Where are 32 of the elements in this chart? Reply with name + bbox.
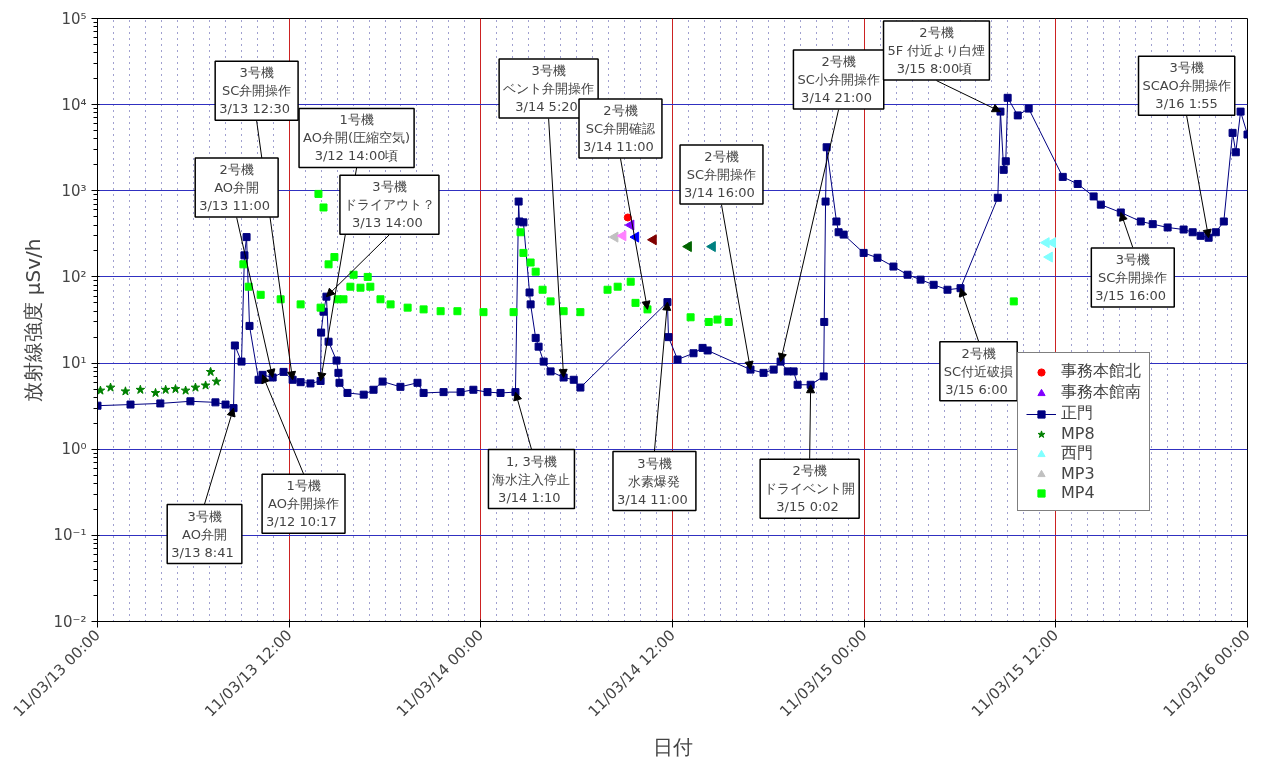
y-tick-label: 10⁻² xyxy=(53,612,87,631)
annotation: 2号機 5F 付近より白煙 3/15 8:00頃 xyxy=(887,25,986,77)
y-tick-label: 10⁵ xyxy=(61,9,87,28)
annotation: 3号機水素爆発 3/14 11:00 xyxy=(616,455,688,507)
legend-label: MP8 xyxy=(1061,424,1095,443)
y-tick-label: 10⁴ xyxy=(61,95,87,114)
legend-label: 事務本館北 xyxy=(1061,361,1141,382)
y-tick-label: 10³ xyxy=(61,181,87,200)
legend-label: 西門 xyxy=(1061,443,1093,464)
y-tick-label: 10⁻¹ xyxy=(53,526,87,545)
legend-label: 正門 xyxy=(1061,403,1093,424)
y-tick-label: 10⁰ xyxy=(61,440,87,459)
annotation: 1号機 AO弁開操作 3/12 10:17 xyxy=(266,478,339,530)
annotation: 2号機 SC付近破損 3/15 6:00 xyxy=(943,345,1014,397)
annotation: 2号機 SC弁開操作 3/14 16:00 xyxy=(684,149,757,201)
annotation: 2号機 AO弁開 3/13 11:00 xyxy=(199,162,270,213)
annotation: 2号機 SC小弁開操作 3/14 21:00 xyxy=(797,54,880,106)
annotation: 3号機ドライアウト？ 3/13 14:00 xyxy=(343,179,435,231)
y-axis-title: 放射線強度 μSv/h xyxy=(21,238,46,402)
annotation: 2号機ドライベント開 3/15 0:02 xyxy=(764,463,856,515)
legend-label: MP4 xyxy=(1061,483,1095,502)
legend-label: 事務本館南 xyxy=(1061,382,1141,403)
x-axis-title: 日付 xyxy=(652,734,693,759)
annotation: 3号機 AO弁開 3/13 8:41 xyxy=(171,508,234,560)
annotation: 3号機 SC弁開操作 3/13 12:30 xyxy=(219,65,292,117)
annotation: 1, 3号機海水注入停止 3/14 1:10 xyxy=(492,453,571,505)
annotation: 3号機 SC弁開操作 3/15 16:00 xyxy=(1095,251,1168,303)
annotation: 3号機 SCAO弁開操作 3/16 1:55 xyxy=(1142,60,1231,112)
legend-label: MP3 xyxy=(1061,464,1095,483)
y-tick-label: 10² xyxy=(61,267,87,286)
y-tick-label: 10¹ xyxy=(61,354,87,373)
annotation: 1号機 AO弁開(圧縮空気) 3/12 14:00頃 xyxy=(303,112,411,164)
